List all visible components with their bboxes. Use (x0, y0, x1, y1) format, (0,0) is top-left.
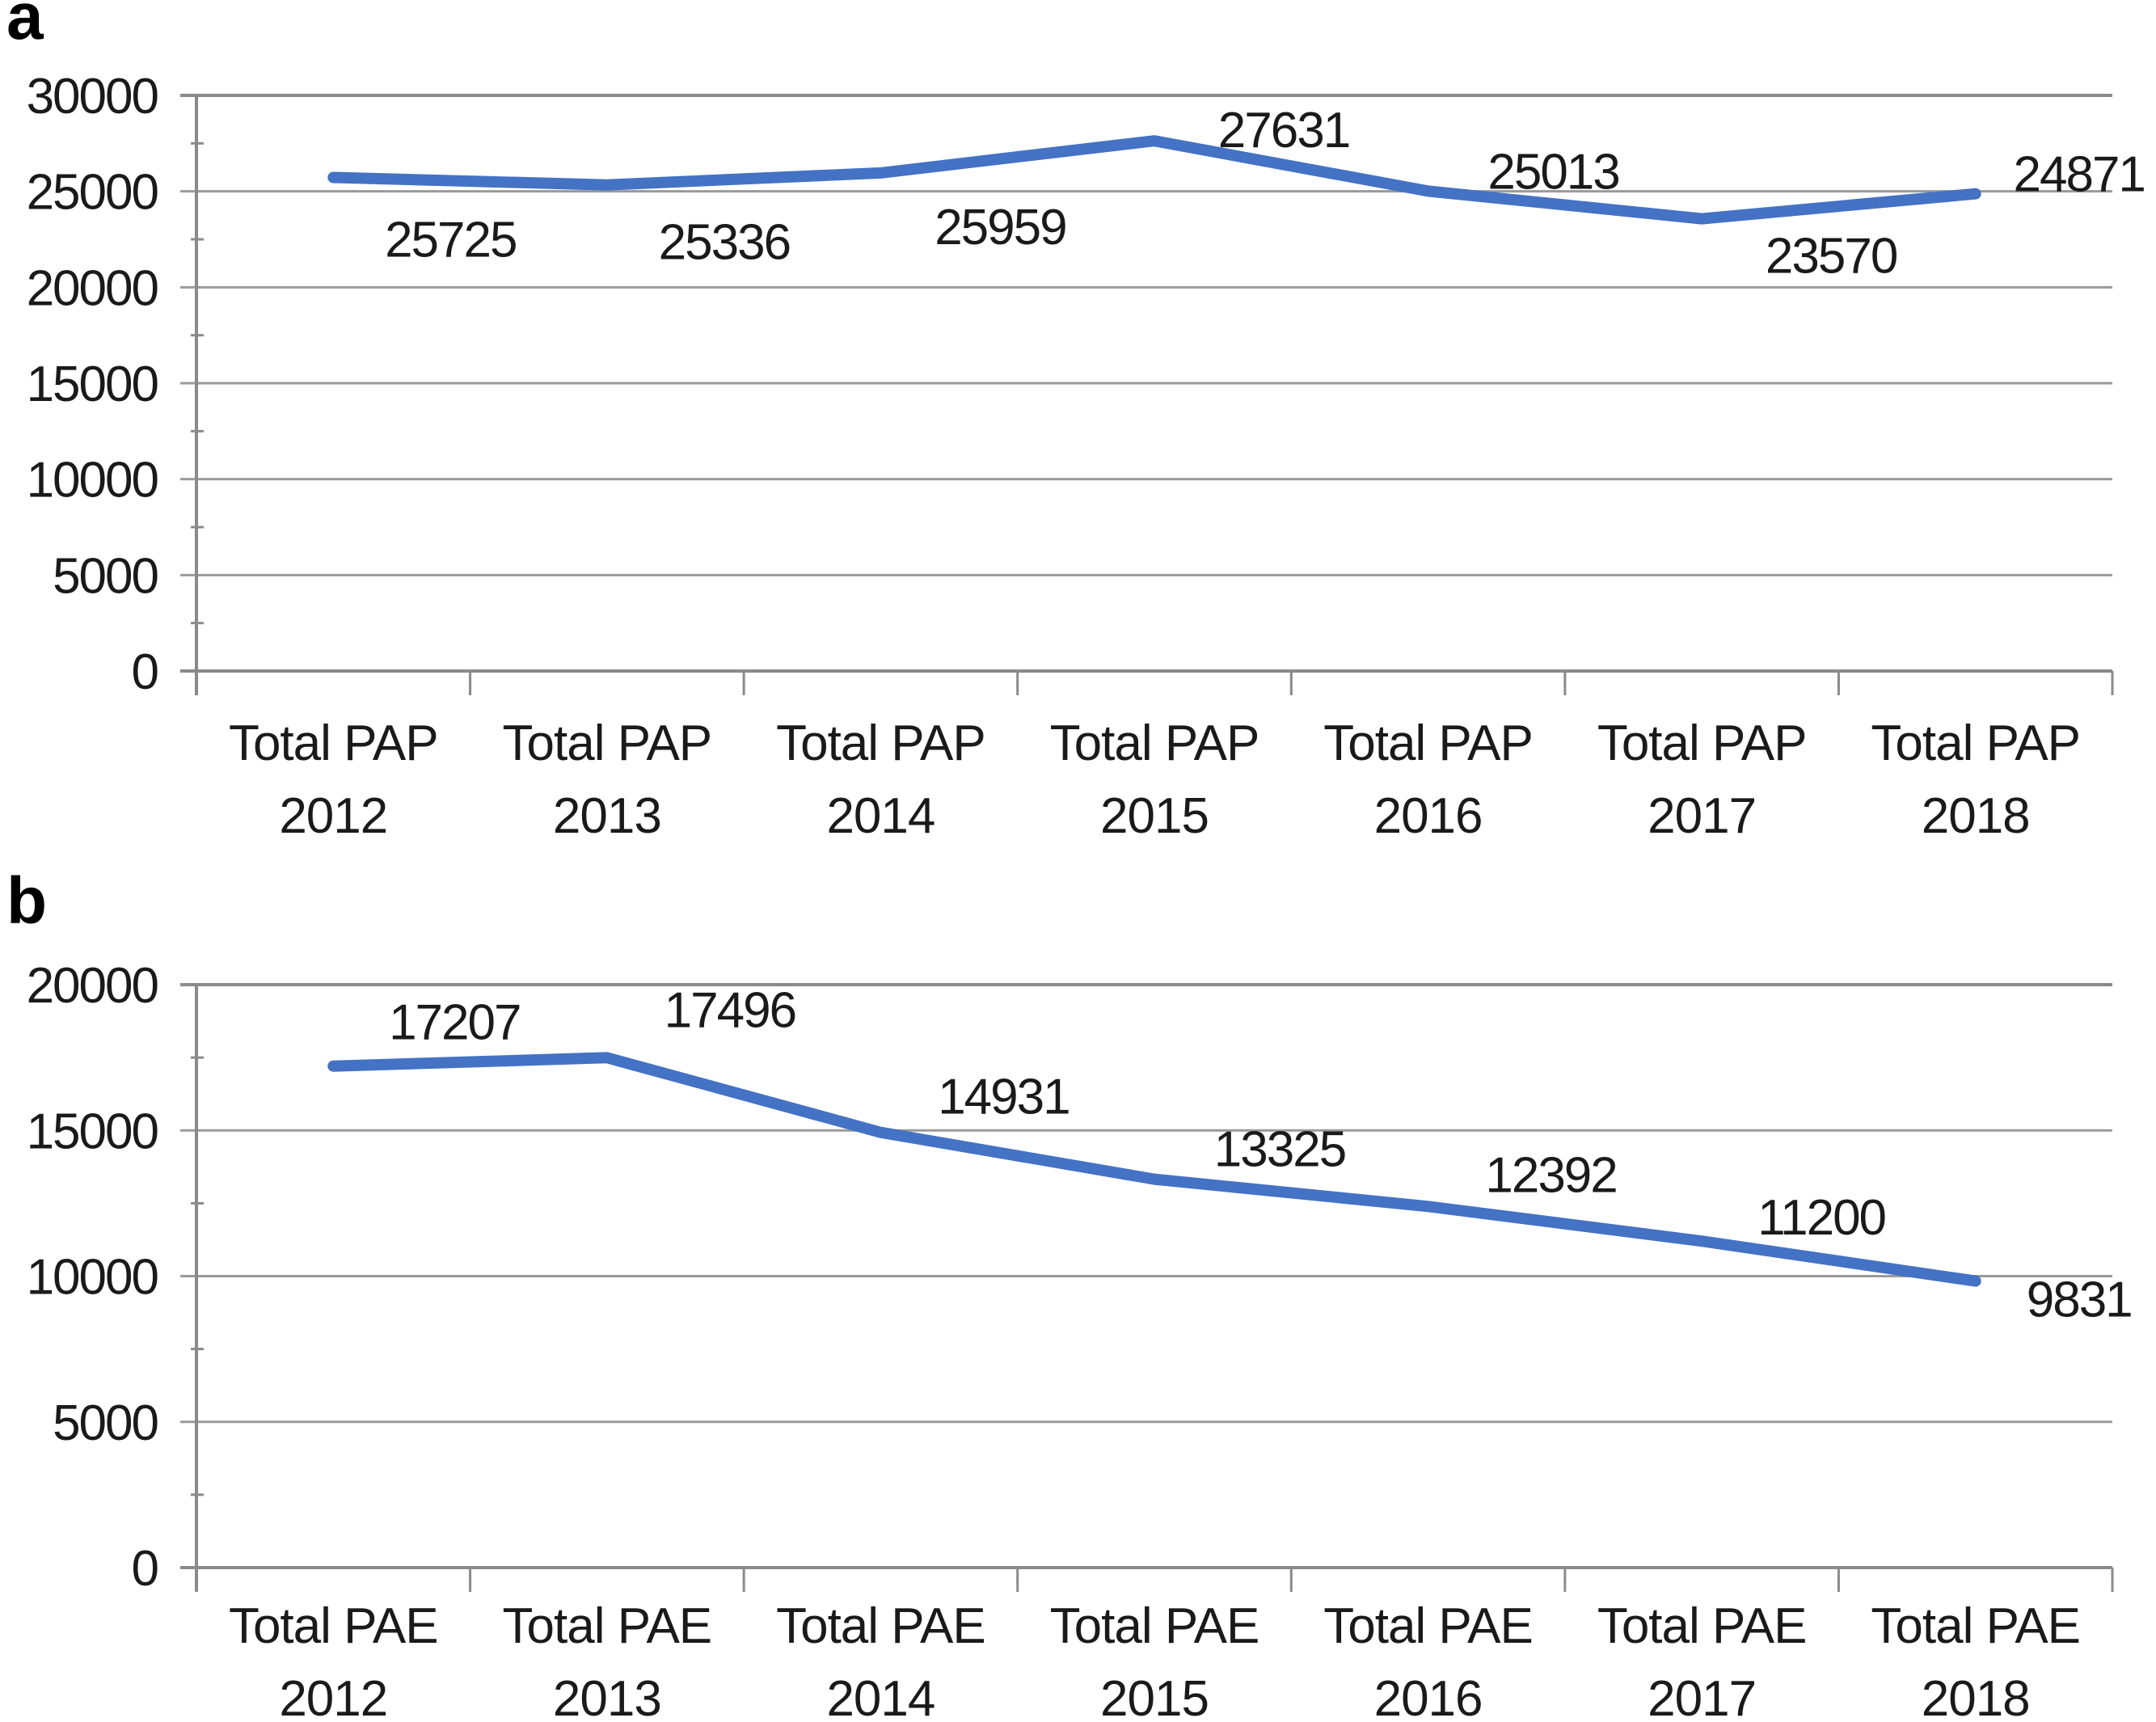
category-label-year: 2016 (1374, 1671, 1483, 1722)
category-label-name: Total PAE (1050, 1598, 1259, 1654)
data-label: 9831 (2027, 1273, 2132, 1328)
y-tick-label: 25000 (27, 165, 158, 221)
category-label-name: Total PAE (1323, 1598, 1533, 1654)
panel-letter: a (6, 0, 44, 53)
data-label: 11200 (1757, 1190, 1885, 1246)
category-label-year: 2015 (1100, 1671, 1209, 1722)
category-label-year: 2015 (1100, 788, 1209, 844)
chart-panel-a: a 30000 25000 20000 15000 10000 5000 0 Total PAP… (6, 0, 2146, 844)
data-label: 24871 (2014, 147, 2145, 203)
data-label: 17496 (665, 982, 795, 1038)
y-tick-label: 15000 (27, 357, 158, 412)
y-tick-label: 5000 (53, 548, 158, 604)
y-tick-label: 10000 (27, 1250, 158, 1306)
category-label-year: 2018 (1922, 1671, 2030, 1722)
category-label-name: Total PAE (229, 1598, 438, 1654)
data-label: 13325 (1214, 1122, 1345, 1178)
data-label: 12392 (1485, 1147, 1616, 1203)
category-label-year: 2014 (826, 1671, 935, 1722)
y-tick-label: 30000 (27, 69, 158, 125)
data-label: 14931 (938, 1070, 1069, 1125)
y-tick-label: 20000 (27, 260, 158, 316)
category-label-year: 2012 (279, 788, 387, 844)
y-tick-label: 5000 (53, 1395, 158, 1451)
y-tick-label: 0 (132, 644, 158, 700)
category-label-year: 2017 (1648, 1671, 1756, 1722)
category-label-name: Total PAP (503, 715, 712, 771)
category-label-name: Total PAP (1050, 715, 1259, 771)
y-tick-label: 20000 (27, 958, 158, 1014)
category-label-name: Total PAP (1871, 715, 2080, 771)
category-label-year: 2012 (279, 1671, 387, 1722)
category-label-year: 2016 (1374, 788, 1483, 844)
category-label-year: 2013 (553, 788, 661, 844)
data-label: 17207 (389, 995, 520, 1051)
category-label-name: Total PAE (776, 1598, 985, 1654)
category-label-name: Total PAE (503, 1598, 712, 1654)
data-label: 25336 (659, 215, 790, 271)
category-label-name: Total PAP (1323, 715, 1533, 771)
y-tick-label: 15000 (27, 1104, 158, 1159)
data-label: 27631 (1218, 103, 1349, 158)
data-label: 25013 (1487, 144, 1618, 200)
category-label-name: Total PAE (1871, 1598, 2080, 1654)
series-line-total-pae (327, 1052, 1981, 1287)
category-label-year: 2017 (1648, 788, 1756, 844)
category-label-year: 2013 (553, 1671, 661, 1722)
category-label-year: 2018 (1922, 788, 2030, 844)
category-label-name: Total PAP (776, 715, 985, 771)
category-label-name: Total PAE (1597, 1598, 1807, 1654)
series-line-total-pap (327, 135, 1981, 225)
y-tick-label: 10000 (27, 453, 158, 509)
data-label: 23570 (1766, 229, 1897, 285)
y-tick-label: 0 (132, 1541, 158, 1597)
category-label-name: Total PAP (229, 715, 438, 771)
data-label: 25725 (385, 212, 516, 268)
chart-panel-b: b 20000 15000 10000 5000 0 Total PAE 2012 Total … (6, 864, 2133, 1722)
category-label-name: Total PAP (1597, 715, 1807, 771)
category-label-year: 2014 (826, 788, 935, 844)
panel-letter: b (6, 864, 47, 938)
data-label: 25959 (935, 200, 1065, 255)
